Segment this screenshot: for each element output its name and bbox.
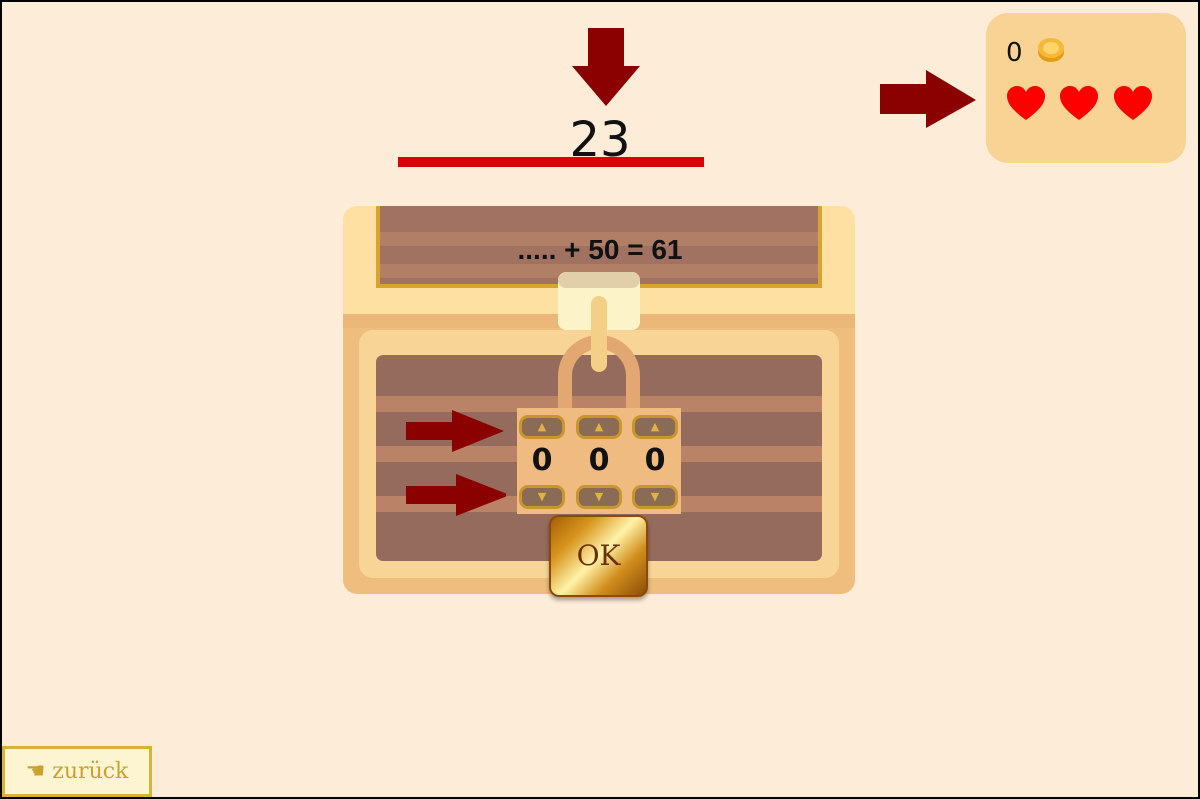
digit-1: 0 — [531, 443, 553, 478]
digit-2: 0 — [588, 443, 610, 478]
heart-icon — [1060, 86, 1098, 120]
digit-3-up-button[interactable]: ▲ — [632, 415, 678, 439]
arrow-down-icon — [572, 28, 640, 106]
digit-3: 0 — [644, 443, 666, 478]
digit-3-down-button[interactable]: ▼ — [632, 485, 678, 509]
treasure-chest — [343, 206, 855, 594]
coin-icon — [1038, 38, 1064, 62]
back-button[interactable]: ☚ zurück — [2, 746, 152, 797]
arrow-right-icon — [406, 410, 504, 452]
digit-2-up-button[interactable]: ▲ — [576, 415, 622, 439]
digit-1-down-button[interactable]: ▼ — [519, 485, 565, 509]
coins-count: 0 — [1006, 38, 1023, 68]
heart-icon — [1007, 86, 1045, 120]
ok-button[interactable]: OK — [549, 515, 648, 597]
timer-bar-fill — [398, 157, 704, 167]
heart-icon — [1114, 86, 1152, 120]
digit-2-down-button[interactable]: ▼ — [576, 485, 622, 509]
arrow-right-icon — [406, 474, 506, 516]
digit-1-up-button[interactable]: ▲ — [519, 415, 565, 439]
question-text: ..... + 50 = 61 — [517, 234, 683, 265]
arrow-right-icon — [880, 70, 976, 128]
timer-bar — [398, 157, 704, 167]
